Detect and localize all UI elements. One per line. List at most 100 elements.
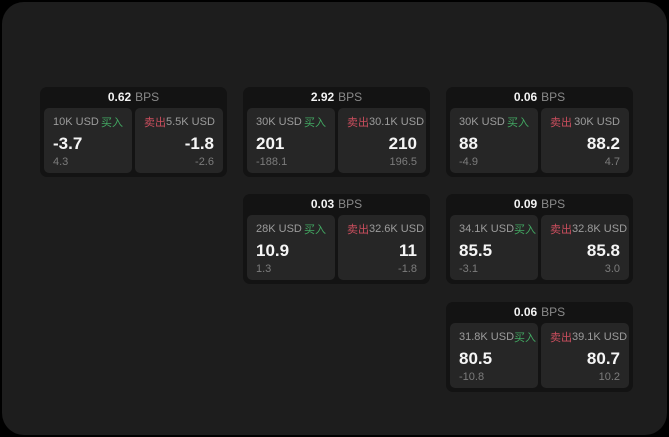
buy-panel[interactable]: 30K USD 买入 88 -4.9 [450,108,538,173]
quote-card: 0.62 BPS 10K USD 买入 -3.7 4.3 卖出 5.5K USD… [40,87,227,177]
buy-side-label: 买入 [101,117,123,129]
card-header: 0.06 BPS [450,302,629,323]
quote-card: 2.92 BPS 30K USD 买入 201 -188.1 卖出 30.1K … [243,87,430,177]
sell-amount: 32.8K USD [572,223,628,235]
buy-price: 88 [459,133,478,153]
buy-panel-header: 28K USD 买入 [256,221,326,237]
sell-sub-value: -2.6 [195,156,214,168]
card-header: 0.09 BPS [450,194,629,215]
buy-side-label: 买入 [304,224,326,236]
sell-amount: 30.1K USD [369,116,425,128]
sell-panel-header: 卖出 5.5K USD [144,114,215,130]
buy-panel[interactable]: 28K USD 买入 10.9 1.3 [247,215,335,280]
sell-side-label: 卖出 [144,117,166,129]
card-body: 10K USD 买入 -3.7 4.3 卖出 5.5K USD -1.8 -2.… [44,108,223,173]
buy-panel[interactable]: 10K USD 买入 -3.7 4.3 [44,108,132,173]
buy-panel-header: 10K USD 买入 [53,114,123,130]
sell-panel[interactable]: 卖出 30.1K USD 210 196.5 [338,108,426,173]
buy-price: 10.9 [256,240,290,260]
buy-panel[interactable]: 34.1K USD 买入 85.5 -3.1 [450,215,538,280]
buy-panel-header: 31.8K USD 买入 [459,329,536,345]
sell-panel[interactable]: 卖出 32.6K USD 11 -1.8 [338,215,426,280]
sell-price: 210 [388,133,417,153]
buy-amount: 31.8K USD [459,331,515,343]
bps-unit-label: BPS [541,305,566,319]
card-body: 31.8K USD 买入 80.5 -10.8 卖出 39.1K USD 80.… [450,323,629,388]
sell-side-label: 卖出 [347,224,369,236]
sell-price: 85.8 [586,240,620,260]
sell-price: 80.7 [586,348,620,368]
sell-sub-value: 3.0 [604,263,620,275]
sell-sub-value: 4.7 [604,156,620,168]
card-body: 34.1K USD 买入 85.5 -3.1 卖出 32.8K USD 85.8… [450,215,629,280]
bps-unit-label: BPS [338,90,363,104]
sell-panel[interactable]: 卖出 30K USD 88.2 4.7 [541,108,629,173]
card-header: 0.06 BPS [450,87,629,108]
bps-value: 0.62 [107,90,132,104]
card-body: 28K USD 买入 10.9 1.3 卖出 32.6K USD 11 -1.8 [247,215,426,280]
buy-panel[interactable]: 31.8K USD 买入 80.5 -10.8 [450,323,538,388]
sell-price: -1.8 [184,133,214,153]
buy-sub-value: 4.3 [53,156,69,168]
sell-panel-header: 卖出 30K USD [550,114,620,130]
quote-card: 0.03 BPS 28K USD 买入 10.9 1.3 卖出 32.6K US… [243,194,430,284]
sell-sub-value: 196.5 [389,156,417,168]
bps-value: 0.06 [513,305,538,319]
card-header: 0.03 BPS [247,194,426,215]
sell-side-label: 卖出 [550,224,572,236]
buy-side-label: 买入 [304,117,326,129]
sell-price: 88.2 [586,133,620,153]
bps-value: 0.03 [310,197,335,211]
bps-unit-label: BPS [541,90,566,104]
buy-sub-value: -3.1 [459,263,478,275]
buy-amount: 34.1K USD [459,223,515,235]
sell-sub-value: -1.8 [398,263,417,275]
buy-panel-header: 30K USD 买入 [459,114,529,130]
buy-side-label: 买入 [514,332,537,344]
bps-unit-label: BPS [541,197,566,211]
buy-sub-value: -188.1 [256,156,288,168]
card-header: 0.62 BPS [44,87,223,108]
sell-sub-value: 10.2 [598,371,620,383]
buy-panel-header: 30K USD 买入 [256,114,326,130]
quote-card: 0.09 BPS 34.1K USD 买入 85.5 -3.1 卖出 32.8K… [446,194,633,284]
sell-panel[interactable]: 卖出 39.1K USD 80.7 10.2 [541,323,629,388]
buy-price: 85.5 [459,240,493,260]
bps-value: 0.06 [513,90,538,104]
buy-panel[interactable]: 30K USD 买入 201 -188.1 [247,108,335,173]
buy-amount: 28K USD [256,223,302,235]
buy-price: -3.7 [53,133,83,153]
sell-panel[interactable]: 卖出 5.5K USD -1.8 -2.6 [135,108,223,173]
buy-sub-value: -4.9 [459,156,478,168]
sell-side-label: 卖出 [347,117,369,129]
sell-panel-header: 卖出 32.6K USD [347,221,424,237]
sell-amount: 5.5K USD [166,116,215,128]
card-header: 2.92 BPS [247,87,426,108]
buy-side-label: 买入 [507,117,529,129]
buy-price: 201 [256,133,285,153]
sell-panel-header: 卖出 39.1K USD [550,329,627,345]
quote-card: 0.06 BPS 31.8K USD 买入 80.5 -10.8 卖出 39.1… [446,302,633,392]
sell-amount: 32.6K USD [369,223,425,235]
sell-price: 11 [399,240,417,260]
sell-side-label: 卖出 [550,117,572,129]
buy-price: 80.5 [459,348,493,368]
card-body: 30K USD 买入 88 -4.9 卖出 30K USD 88.2 4.7 [450,108,629,173]
bps-value: 2.92 [310,90,335,104]
sell-panel[interactable]: 卖出 32.8K USD 85.8 3.0 [541,215,629,280]
buy-panel-header: 34.1K USD 买入 [459,221,536,237]
buy-sub-value: -10.8 [459,371,485,383]
card-body: 30K USD 买入 201 -188.1 卖出 30.1K USD 210 1… [247,108,426,173]
sell-amount: 39.1K USD [572,331,628,343]
bps-unit-label: BPS [135,90,160,104]
sell-side-label: 卖出 [550,332,572,344]
buy-amount: 30K USD [459,116,505,128]
quote-card: 0.06 BPS 30K USD 买入 88 -4.9 卖出 30K USD 8… [446,87,633,177]
buy-amount: 30K USD [256,116,302,128]
bps-unit-label: BPS [338,197,363,211]
sell-amount: 30K USD [574,116,620,128]
bps-value: 0.09 [513,197,538,211]
buy-amount: 10K USD [53,116,99,128]
buy-side-label: 买入 [514,224,537,236]
